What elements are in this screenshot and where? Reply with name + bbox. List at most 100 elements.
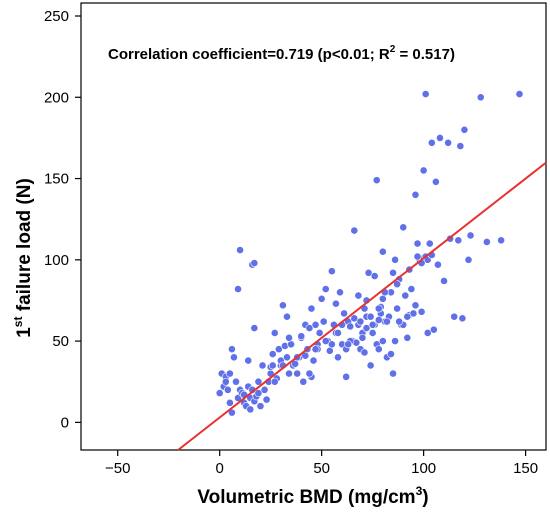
xlabel-prefix: Volumetric BMD (mg/cm (197, 487, 415, 508)
data-point (497, 236, 506, 245)
data-point (309, 356, 318, 365)
data-point (391, 337, 399, 345)
data-point (436, 134, 444, 142)
data-point (305, 369, 314, 378)
data-point (374, 345, 383, 354)
data-point (279, 301, 287, 310)
data-point (440, 277, 448, 285)
data-point (515, 90, 524, 98)
data-point (476, 93, 485, 102)
data-point (403, 333, 412, 342)
data-point (378, 337, 387, 345)
y-tick-label: 0 (61, 414, 69, 431)
data-point (225, 369, 234, 378)
data-point (431, 177, 440, 186)
data-point (401, 291, 410, 300)
data-point (360, 348, 369, 357)
data-point (268, 361, 277, 370)
data-point (434, 260, 442, 269)
data-point (454, 236, 463, 245)
data-point (429, 325, 438, 334)
data-point (321, 285, 330, 293)
data-point (378, 294, 387, 303)
data-point (393, 304, 402, 313)
data-point (321, 337, 330, 345)
data-point (315, 329, 324, 337)
data-point (301, 351, 310, 360)
data-point (332, 299, 340, 308)
data-point (327, 267, 336, 276)
data-point (374, 304, 383, 313)
data-point (362, 324, 371, 332)
regression-line (177, 161, 547, 451)
data-point (350, 314, 359, 323)
data-point (305, 324, 314, 332)
data-point (460, 125, 469, 134)
data-point (389, 268, 397, 277)
data-point (311, 345, 320, 354)
data-point (225, 398, 234, 407)
data-point (254, 389, 263, 398)
data-point (307, 304, 316, 313)
data-point (344, 340, 353, 349)
data-point (346, 322, 355, 331)
annotation-superscript: 2 (390, 44, 396, 55)
data-point (258, 361, 267, 370)
x-tick-label: 0 (216, 460, 224, 477)
data-point (364, 268, 373, 277)
data-point (458, 314, 467, 323)
data-point (366, 361, 375, 370)
x-tick-label: 50 (313, 460, 330, 477)
data-point (250, 324, 259, 332)
correlation-annotation: Correlation coefficient=0.719 (p<0.01; R… (108, 44, 455, 63)
xlabel-suffix: ) (422, 487, 428, 508)
data-point (270, 377, 279, 386)
data-point (407, 285, 416, 293)
data-point (285, 333, 293, 342)
data-point (456, 142, 465, 150)
data-point (246, 405, 255, 414)
data-point (383, 317, 391, 326)
data-point (334, 329, 342, 337)
ylabel-suffix: failure load (N) (14, 178, 35, 316)
data-point (230, 353, 238, 362)
data-point (417, 307, 426, 316)
data-point (374, 316, 383, 324)
data-point (366, 312, 375, 321)
data-point (250, 259, 259, 267)
data-point (270, 329, 279, 337)
x-tick-label: 100 (411, 460, 436, 477)
data-point (450, 312, 459, 321)
y-tick-label: 250 (44, 8, 69, 25)
ylabel-superscript: st (11, 317, 25, 328)
x-axis-title: Volumetric BMD (mg/cm3) (197, 484, 428, 508)
data-point (215, 389, 224, 398)
data-point (228, 345, 236, 354)
data-point (444, 138, 453, 147)
data-point (482, 238, 491, 246)
data-point (221, 377, 230, 386)
data-point (464, 255, 473, 264)
data-point (350, 226, 359, 235)
data-point (403, 312, 412, 321)
data-point (262, 395, 271, 404)
data-point (372, 176, 381, 185)
data-point (354, 291, 363, 300)
data-point (319, 317, 328, 326)
data-point (342, 372, 351, 381)
data-point (236, 246, 244, 254)
plot-frame (80, 2, 547, 451)
ylabel-prefix: 1 (14, 327, 35, 338)
data-point (297, 332, 306, 341)
data-point (287, 340, 295, 349)
data-point (411, 301, 420, 310)
data-point (399, 223, 408, 232)
data-point (317, 294, 326, 303)
data-point (299, 377, 308, 386)
data-point (423, 329, 432, 337)
data-point (419, 166, 428, 175)
data-point (427, 138, 436, 147)
data-point (466, 231, 475, 240)
data-point (311, 320, 320, 329)
